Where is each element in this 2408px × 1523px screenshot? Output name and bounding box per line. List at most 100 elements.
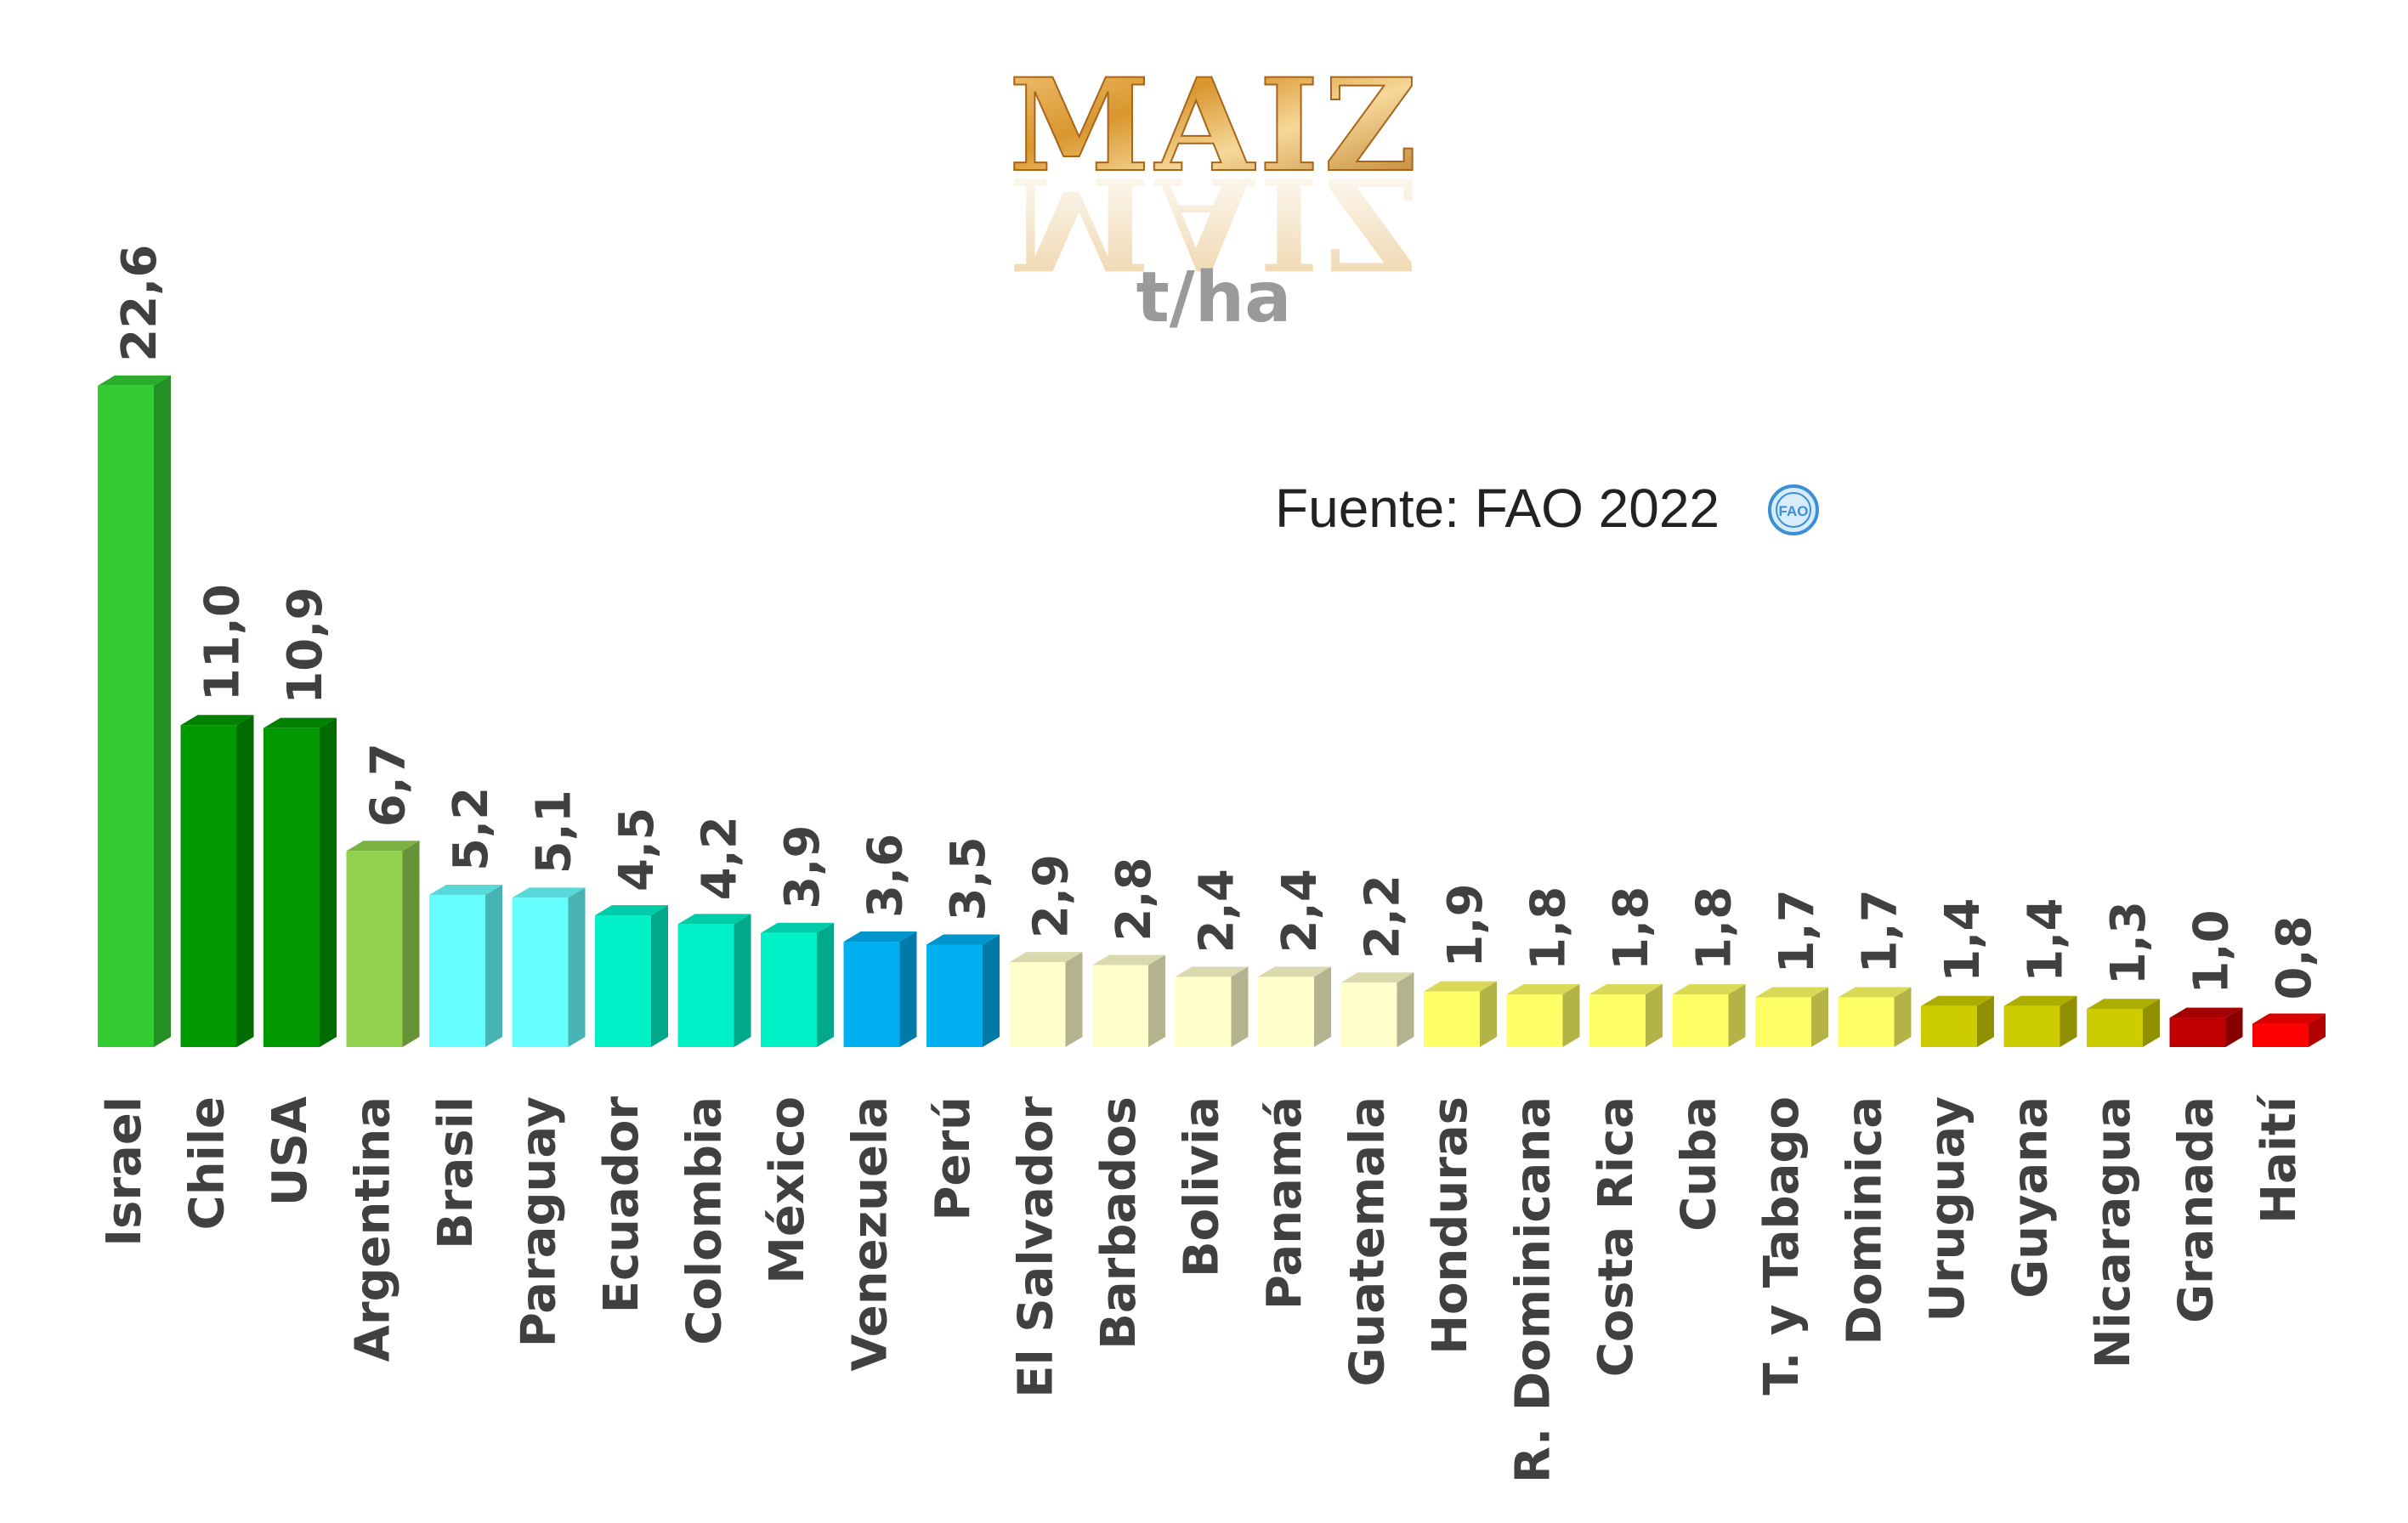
category-label-brasil: Brasil bbox=[428, 1096, 484, 1249]
category-label-granada: Granada bbox=[2169, 1096, 2224, 1323]
category-label-t-y-tabago: T. y Tabago bbox=[1754, 1096, 1810, 1396]
category-label-cuba: Cuba bbox=[1672, 1096, 1727, 1231]
bar-granada bbox=[2169, 1007, 2243, 1047]
value-label-cuba: 1,8 bbox=[1687, 886, 1742, 971]
bar-top-guatemala bbox=[1340, 972, 1414, 983]
bar-top-uruguay bbox=[1921, 995, 1994, 1006]
value-label-bolivia: 2,4 bbox=[1190, 869, 1245, 953]
value-label-granada: 1,0 bbox=[2184, 909, 2240, 994]
bar-front-peru bbox=[926, 944, 983, 1047]
category-label-haiti: Haití bbox=[2252, 1094, 2307, 1224]
bar-top-granada bbox=[2169, 1007, 2243, 1018]
bar-top-dominica bbox=[1838, 987, 1912, 998]
bar-top-paraguay bbox=[512, 887, 586, 898]
bar-front-chile bbox=[180, 725, 237, 1047]
category-label-venezuela: Venezuela bbox=[843, 1096, 898, 1372]
bar-front-mexico bbox=[761, 932, 817, 1047]
bar-guyana bbox=[2003, 995, 2077, 1047]
category-label-israel: Israel bbox=[97, 1096, 152, 1247]
bar-front-guatemala bbox=[1340, 982, 1397, 1047]
bar-top-cuba bbox=[1672, 984, 1746, 995]
category-label-colombia: Colombia bbox=[677, 1096, 733, 1345]
value-label-t-y-tabago: 1,7 bbox=[1770, 889, 1825, 973]
category-label-nicaragua: Nicaragua bbox=[2086, 1096, 2141, 1368]
bar-peru bbox=[926, 934, 1000, 1047]
value-label-argentina: 6,7 bbox=[361, 743, 416, 827]
bar-mexico bbox=[761, 922, 834, 1047]
bar-front-granada bbox=[2169, 1017, 2226, 1047]
value-label-dominica: 1,7 bbox=[1853, 889, 1908, 973]
bar-ecuador bbox=[595, 905, 668, 1047]
value-label-colombia: 4,2 bbox=[693, 816, 748, 900]
bar-top-venezuela bbox=[843, 931, 917, 943]
bar-side-usa bbox=[320, 717, 337, 1047]
value-label-peru: 3,5 bbox=[941, 836, 996, 920]
value-label-honduras: 1,9 bbox=[1438, 883, 1493, 967]
value-label-haiti: 0,8 bbox=[2267, 915, 2322, 999]
bar-side-bolivia bbox=[1231, 966, 1249, 1047]
bar-side-el-salvador bbox=[1065, 952, 1083, 1047]
value-labels-group: 22,6 11,0 10,9 6,7 5,2 5,1 4,5 4,2 3,9 3,6 3,5 2,9 2… bbox=[112, 245, 2322, 1000]
bar-side-honduras bbox=[1480, 981, 1497, 1047]
bar-haiti bbox=[2252, 1013, 2326, 1047]
fao-logo-icon: FAO bbox=[1768, 484, 1819, 535]
category-label-chile: Chile bbox=[180, 1096, 235, 1230]
category-label-r-dominicana: R. Dominicana bbox=[1506, 1096, 1561, 1483]
chart-title-reflection: MAIZ bbox=[1009, 148, 1422, 297]
bar-side-granada bbox=[2225, 1007, 2243, 1047]
value-label-nicaragua: 1,3 bbox=[2101, 901, 2156, 985]
category-label-uruguay: Uruguay bbox=[1920, 1096, 1975, 1322]
bar-front-nicaragua bbox=[2087, 1009, 2143, 1047]
bar-side-ecuador bbox=[651, 905, 668, 1047]
bar-side-guatemala bbox=[1397, 972, 1414, 1047]
bar-side-israel bbox=[154, 375, 171, 1047]
bar-front-panama bbox=[1258, 977, 1314, 1047]
bar-front-bolivia bbox=[1175, 977, 1232, 1047]
bar-top-el-salvador bbox=[1009, 952, 1083, 963]
source-text: Fuente: FAO 2022 bbox=[1275, 478, 1720, 539]
category-label-costa-rica: Costa Rica bbox=[1589, 1096, 1644, 1377]
bar-panama bbox=[1258, 966, 1331, 1047]
bar-argentina bbox=[346, 841, 420, 1047]
value-label-guatemala: 2,2 bbox=[1356, 875, 1411, 959]
bar-costa-rica bbox=[1589, 984, 1663, 1047]
bar-front-el-salvador bbox=[1009, 962, 1066, 1047]
bar-front-ecuador bbox=[595, 915, 651, 1047]
bar-side-barbados bbox=[1148, 954, 1165, 1047]
bar-brasil bbox=[429, 884, 502, 1047]
bar-side-mexico bbox=[817, 922, 834, 1047]
bar-side-haiti bbox=[2309, 1013, 2326, 1047]
value-label-uruguay: 1,4 bbox=[1935, 898, 1991, 982]
category-label-ecuador: Ecuador bbox=[594, 1096, 649, 1314]
bar-side-brasil bbox=[485, 884, 502, 1047]
bar-top-mexico bbox=[761, 922, 834, 933]
value-label-chile: 11,0 bbox=[195, 584, 251, 701]
value-label-barbados: 2,8 bbox=[1107, 857, 1162, 941]
value-label-venezuela: 3,6 bbox=[858, 834, 914, 918]
bar-side-cuba bbox=[1728, 984, 1746, 1047]
bar-top-guyana bbox=[2003, 995, 2077, 1006]
unit-label: t/ha bbox=[1136, 258, 1292, 338]
category-label-panama: Panamá bbox=[1257, 1096, 1312, 1310]
bar-top-t-y-tabago bbox=[1755, 987, 1828, 998]
bar-front-honduras bbox=[1424, 991, 1480, 1047]
category-label-paraguay: Paraguay bbox=[512, 1096, 567, 1347]
bar-top-bolivia bbox=[1175, 966, 1249, 977]
category-label-peru: Perú bbox=[926, 1096, 981, 1221]
bar-side-costa-rica bbox=[1646, 984, 1663, 1047]
bar-el-salvador bbox=[1009, 952, 1083, 1047]
value-label-paraguay: 5,1 bbox=[527, 790, 582, 874]
bar-front-usa bbox=[263, 728, 320, 1047]
bar-front-guyana bbox=[2003, 1005, 2060, 1047]
bar-side-nicaragua bbox=[2143, 999, 2160, 1047]
bar-top-haiti bbox=[2252, 1013, 2326, 1024]
bar-front-colombia bbox=[677, 924, 734, 1047]
chart-title: MAIZ bbox=[1009, 51, 1422, 201]
bar-front-israel bbox=[98, 385, 154, 1047]
bar-usa bbox=[263, 717, 337, 1047]
bar-top-brasil bbox=[429, 884, 502, 895]
bar-top-panama bbox=[1258, 966, 1331, 977]
bar-top-chile bbox=[180, 715, 254, 726]
bar-colombia bbox=[677, 914, 751, 1047]
bar-side-peru bbox=[983, 934, 1000, 1047]
